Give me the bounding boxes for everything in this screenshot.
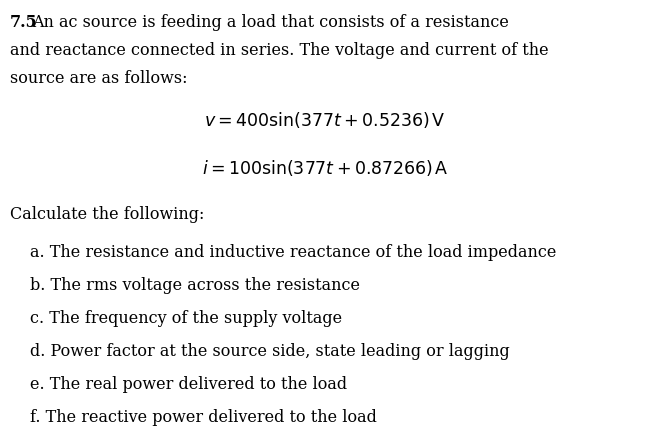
Text: source are as follows:: source are as follows: [10, 70, 187, 87]
Text: e. The real power delivered to the load: e. The real power delivered to the load [30, 376, 347, 393]
Text: f. The reactive power delivered to the load: f. The reactive power delivered to the l… [30, 409, 377, 426]
Text: Calculate the following:: Calculate the following: [10, 206, 204, 223]
Text: b. The rms voltage across the resistance: b. The rms voltage across the resistance [30, 277, 360, 294]
Text: and reactance connected in series. The voltage and current of the: and reactance connected in series. The v… [10, 42, 549, 59]
Text: 7.5: 7.5 [10, 14, 38, 31]
Text: $v = 400\sin(377t + 0.5236)\,\mathrm{V}$: $v = 400\sin(377t + 0.5236)\,\mathrm{V}$ [204, 110, 446, 130]
Text: c. The frequency of the supply voltage: c. The frequency of the supply voltage [30, 310, 342, 327]
Text: a. The resistance and inductive reactance of the load impedance: a. The resistance and inductive reactanc… [30, 244, 556, 261]
Text: $i = 100\sin(377t + 0.87266)\,\mathrm{A}$: $i = 100\sin(377t + 0.87266)\,\mathrm{A}… [202, 158, 448, 178]
Text: d. Power factor at the source side, state leading or lagging: d. Power factor at the source side, stat… [30, 343, 510, 360]
Text: An ac source is feeding a load that consists of a resistance: An ac source is feeding a load that cons… [32, 14, 509, 31]
